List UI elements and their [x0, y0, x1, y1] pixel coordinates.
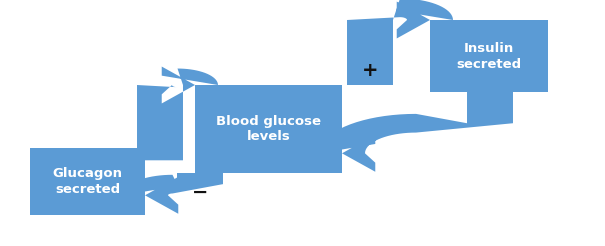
Polygon shape: [137, 67, 218, 160]
Text: Glucagon
secreted: Glucagon secreted: [53, 167, 122, 196]
FancyBboxPatch shape: [430, 20, 548, 92]
Polygon shape: [122, 173, 223, 214]
Polygon shape: [347, 0, 453, 85]
Text: Insulin
secreted: Insulin secreted: [456, 42, 522, 71]
Polygon shape: [319, 92, 513, 172]
Text: −: −: [192, 183, 208, 202]
FancyBboxPatch shape: [30, 148, 145, 215]
Text: +: +: [362, 61, 378, 80]
FancyBboxPatch shape: [195, 85, 342, 173]
Text: Blood glucose
levels: Blood glucose levels: [216, 114, 321, 143]
